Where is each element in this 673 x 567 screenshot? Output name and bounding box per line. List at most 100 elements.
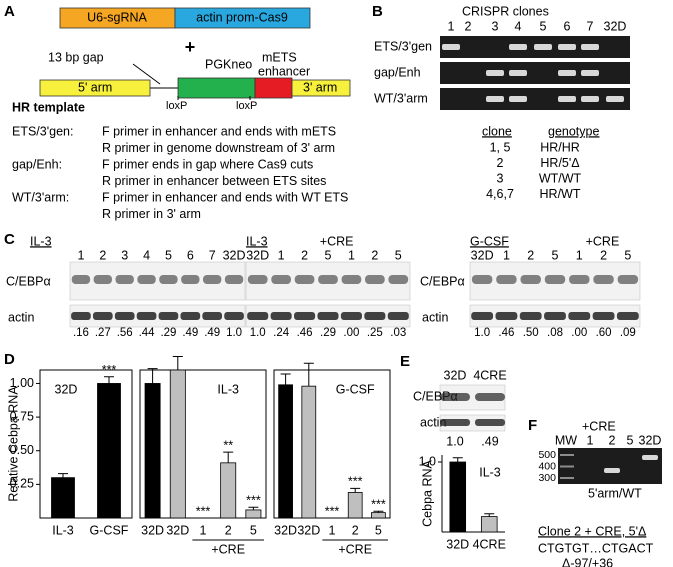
lane-label: 32D — [604, 19, 627, 33]
blot-band — [136, 312, 157, 320]
blot-band — [93, 275, 112, 284]
treatment: +CRE — [582, 419, 616, 433]
band — [509, 96, 527, 102]
quantification: .49 — [481, 434, 498, 448]
lane-label: 32D — [639, 433, 662, 447]
quantification: 1.0 — [250, 327, 266, 339]
blot-band — [365, 275, 385, 284]
deletion: Δ-97/+36 — [562, 556, 613, 567]
x-tick-label: 5 — [250, 523, 257, 537]
lane-label: 6 — [187, 248, 194, 262]
y-axis-label: Relative Cebpa RNA — [6, 386, 20, 502]
x-tick-label: 32D — [274, 523, 297, 537]
marker-label: 400 — [538, 460, 556, 472]
lane-label: 3 — [492, 19, 499, 33]
blot-band — [159, 275, 178, 284]
y-tick-label: 0.50 — [10, 443, 34, 457]
band — [581, 70, 599, 76]
group-label: +CRE — [211, 542, 245, 556]
y-tick-label: 1.00 — [10, 376, 34, 390]
primer-text: F primer in enhancer and ends with mETS — [102, 124, 336, 138]
row-label: WT/3'arm — [374, 91, 428, 105]
lane-label: 1 — [576, 248, 583, 262]
group-label: +CRE — [338, 542, 372, 556]
quantification: .24 — [273, 327, 290, 339]
blot-band — [475, 393, 505, 401]
blot-band — [71, 275, 91, 284]
blot-band — [271, 275, 291, 284]
lane-label: 4 — [515, 19, 522, 33]
significance: *** — [348, 475, 363, 489]
primer-text: F primer in enhancer and ends with WT ET… — [102, 190, 348, 204]
primer-text: R primer in genome downstream of 3' arm — [102, 141, 335, 155]
caption: 5'arm/WT — [588, 486, 642, 500]
blot-band — [471, 312, 494, 320]
band — [486, 70, 504, 76]
blot-band — [520, 275, 541, 284]
lane-label: 2 — [465, 19, 472, 33]
band — [581, 44, 599, 50]
lane-label: 1 — [77, 248, 84, 262]
bar — [371, 512, 386, 519]
chart-title: IL-3 — [479, 465, 501, 479]
blot-band — [71, 312, 91, 320]
row-label: actin — [422, 310, 448, 324]
lane-label: 2 — [301, 248, 308, 262]
lane-label: 32D — [246, 248, 269, 262]
table-cell: 1, 5 — [490, 140, 511, 154]
error-bar — [248, 506, 259, 510]
error-bar — [484, 513, 495, 517]
blot-band — [270, 312, 292, 320]
blot — [69, 304, 246, 328]
treatment: +CRE — [320, 234, 354, 248]
error-bar — [104, 376, 114, 384]
error-bar — [350, 487, 361, 493]
blot-band — [340, 312, 362, 320]
blot-band — [180, 312, 201, 320]
marker-label: 300 — [538, 472, 556, 484]
error-bar — [303, 362, 314, 387]
x-tick-label: 32D — [297, 523, 320, 537]
quantification: 1.0 — [446, 434, 463, 448]
lane-label: 2 — [99, 248, 106, 262]
blot-band — [137, 275, 156, 284]
bar — [97, 383, 121, 519]
box-label: U6-sgRNA — [87, 10, 147, 24]
blot-band — [294, 312, 316, 320]
quantification: .25 — [367, 327, 383, 339]
blot-band — [568, 312, 591, 320]
quantification: .29 — [160, 327, 176, 339]
error-bar — [280, 373, 291, 385]
quantification: .09 — [620, 327, 636, 339]
arm5-box — [39, 79, 151, 97]
quantification: .00 — [571, 327, 587, 339]
blot-band — [544, 275, 566, 284]
lane-label: 32D — [223, 248, 246, 262]
lane-label: 32D — [471, 248, 494, 262]
panel-label: C — [4, 231, 15, 248]
blot-band — [569, 275, 590, 284]
lane-label: 3 — [121, 248, 128, 262]
x-tick-label: 32D — [166, 523, 189, 537]
panel-label: D — [4, 351, 15, 368]
band — [606, 96, 624, 102]
blot-band — [592, 312, 615, 320]
panel-label: A — [4, 3, 15, 20]
bar — [449, 461, 467, 533]
quantification: .46 — [297, 327, 313, 339]
band — [442, 44, 460, 50]
blot-band — [519, 312, 542, 320]
lane-label: 5 — [552, 248, 559, 262]
table-cell: HR/WT — [540, 187, 581, 201]
blot-band — [115, 275, 134, 284]
lane-label: 1 — [448, 19, 455, 33]
label: loxP — [166, 100, 187, 112]
blot-band — [114, 312, 135, 320]
blot-band — [224, 275, 244, 284]
bar — [301, 385, 317, 519]
quantification: .49 — [182, 327, 198, 339]
lane-label: 5 — [395, 248, 402, 262]
quantification: .27 — [95, 327, 111, 339]
blot-band — [617, 275, 639, 284]
